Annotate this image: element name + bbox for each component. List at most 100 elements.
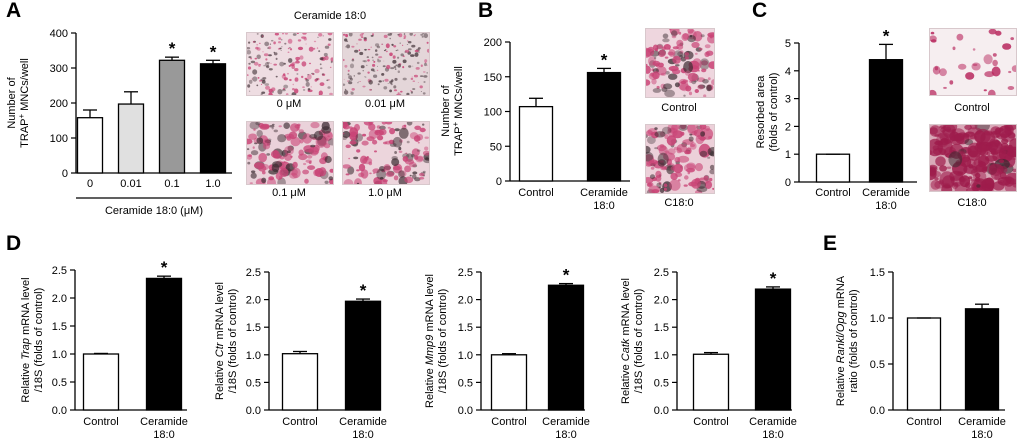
stain-spot (405, 152, 408, 155)
stain-spot (402, 55, 405, 57)
y-tick-label-C: 5 (785, 38, 791, 50)
stain-spot (278, 37, 282, 40)
stain-spot (646, 151, 654, 162)
stain-spot (672, 55, 681, 64)
stain-spot (298, 149, 304, 156)
stain-spot (357, 82, 359, 84)
y-tick-label-D3: 2.0 (458, 295, 473, 307)
y-tick-label-C: 1 (785, 149, 791, 161)
stain-spot (673, 56, 677, 61)
stain-spot (702, 128, 714, 140)
stain-spot (266, 62, 270, 64)
stain-spot (700, 34, 705, 38)
stain-spot (999, 159, 1005, 164)
stain-spot (658, 181, 662, 185)
stain-spot (358, 163, 366, 172)
stain-spot (329, 92, 333, 95)
x-axis-title-A: Ceramide 18:0 (μM) (105, 205, 203, 217)
stain-spot (354, 123, 360, 132)
stain-spot (426, 48, 429, 53)
stain-spot (252, 76, 258, 82)
x-category-label-D4: Control (693, 416, 728, 428)
y-axis-title-superscript: + (451, 121, 460, 126)
y-tick-label-B: 0 (496, 176, 502, 188)
micrograph-texture (247, 122, 333, 184)
stain-spot (1001, 142, 1009, 148)
micrograph-1.0uM (342, 121, 430, 185)
stain-spot (318, 90, 323, 95)
stain-spot (301, 36, 307, 39)
stain-spot (347, 80, 349, 82)
stain-spot (343, 179, 354, 184)
stain-spot (313, 47, 316, 50)
stain-spot (256, 44, 259, 46)
stain-spot (318, 167, 327, 177)
stain-spot (329, 66, 332, 69)
stain-spot (348, 81, 353, 85)
stain-spot (686, 167, 695, 173)
y-axis-title-D2: /18S (folds of control) (227, 289, 239, 394)
stain-spot (383, 86, 388, 90)
y-tick-label-C: 4 (785, 66, 791, 78)
stain-spot (306, 155, 313, 159)
stain-spot (372, 172, 376, 174)
stain-spot (675, 172, 683, 177)
stain-spot (423, 33, 428, 39)
micrograph-texture (930, 29, 1016, 95)
stain-spot (253, 61, 259, 66)
stain-spot (364, 76, 366, 78)
panel-label-d: D (6, 232, 22, 255)
y-tick-label-D2: 0.0 (246, 405, 261, 417)
y-tick-label-E: 1.5 (870, 267, 885, 279)
x-category-label-D2: 18:0 (352, 429, 373, 441)
stain-spot (416, 149, 421, 152)
stain-spot (422, 71, 426, 73)
stain-spot (363, 37, 367, 40)
stain-spot (930, 89, 937, 95)
stain-spot (358, 38, 362, 41)
stain-spot (284, 42, 287, 45)
stain-spot (290, 136, 301, 147)
stain-spot (697, 137, 700, 139)
stain-spot (318, 50, 321, 53)
stain-spot (683, 94, 686, 97)
y-axis-title-part: TRAP (453, 126, 465, 155)
stain-spot (348, 75, 352, 80)
stain-spot (997, 176, 1011, 186)
stain-spot (414, 49, 419, 53)
stain-spot (685, 85, 692, 92)
y-axis-title-gene: Mmp9 (424, 335, 436, 366)
stain-spot (271, 163, 280, 173)
micrograph-c-control (929, 28, 1017, 96)
stain-spot (264, 62, 269, 68)
stain-spot (260, 83, 263, 85)
stain-spot (1011, 65, 1016, 72)
stain-spot (398, 170, 407, 177)
stain-spot (349, 126, 353, 130)
stain-spot (681, 33, 689, 41)
stain-spot (395, 49, 397, 52)
stain-spot (372, 59, 374, 61)
y-axis-title-part: Relative (20, 360, 32, 403)
stain-spot (414, 52, 419, 57)
stain-spot (275, 57, 278, 60)
stain-spot (646, 145, 651, 154)
stain-spot (279, 156, 285, 160)
significance-star: * (360, 281, 367, 300)
y-axis-title-C: Resorbed area (755, 75, 767, 149)
stain-spot (358, 49, 361, 52)
stain-spot (319, 67, 323, 70)
stain-spot (691, 41, 700, 49)
panel-label-b: B (478, 0, 494, 22)
stain-spot (247, 49, 252, 55)
stain-spot (294, 68, 299, 72)
stain-spot (422, 92, 426, 95)
stain-spot (689, 133, 693, 136)
stain-spot (255, 122, 261, 126)
stain-spot (273, 52, 278, 56)
y-tick-label-B: 200 (484, 37, 502, 49)
stain-spot (354, 178, 362, 184)
y-axis-title-A: Number of (6, 76, 18, 128)
stain-spot (424, 146, 429, 151)
stain-spot (389, 89, 392, 93)
